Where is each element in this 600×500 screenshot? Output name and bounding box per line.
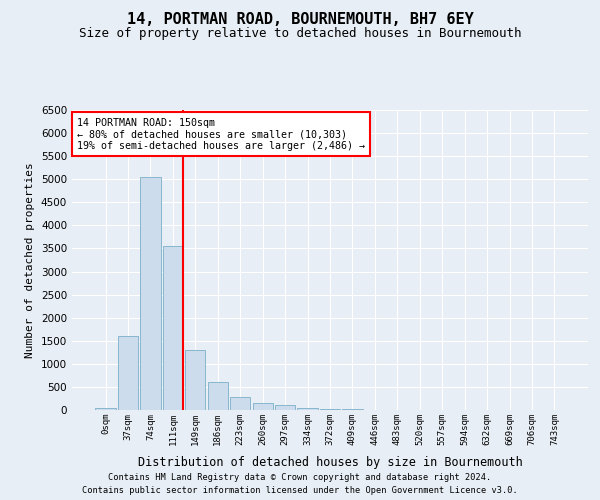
Bar: [163, 246, 183, 410]
Bar: [208, 382, 228, 410]
Bar: [95, 408, 116, 410]
Bar: [253, 403, 273, 410]
Bar: [185, 350, 205, 410]
Bar: [140, 177, 161, 410]
Bar: [230, 398, 250, 410]
X-axis label: Distribution of detached houses by size in Bournemouth: Distribution of detached houses by size …: [137, 456, 523, 469]
Bar: [298, 408, 317, 410]
Text: Contains public sector information licensed under the Open Government Licence v3: Contains public sector information licen…: [82, 486, 518, 495]
Bar: [275, 406, 295, 410]
Text: 14, PORTMAN ROAD, BOURNEMOUTH, BH7 6EY: 14, PORTMAN ROAD, BOURNEMOUTH, BH7 6EY: [127, 12, 473, 28]
Y-axis label: Number of detached properties: Number of detached properties: [25, 162, 35, 358]
Bar: [118, 336, 138, 410]
Bar: [320, 408, 340, 410]
Text: Contains HM Land Registry data © Crown copyright and database right 2024.: Contains HM Land Registry data © Crown c…: [109, 474, 491, 482]
Text: 14 PORTMAN ROAD: 150sqm
← 80% of detached houses are smaller (10,303)
19% of sem: 14 PORTMAN ROAD: 150sqm ← 80% of detache…: [77, 118, 365, 150]
Text: Size of property relative to detached houses in Bournemouth: Size of property relative to detached ho…: [79, 28, 521, 40]
